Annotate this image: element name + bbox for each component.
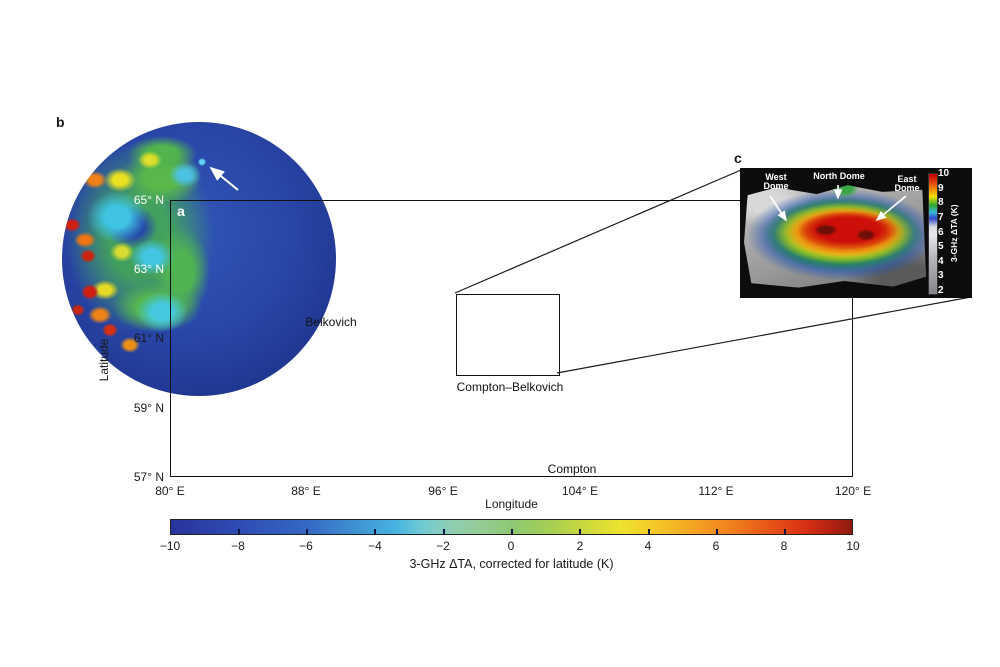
inset-colorbar xyxy=(928,173,938,295)
lon-tick-112e: 112° E xyxy=(698,484,734,498)
inset-colorbar-label: 3-GHz ΔTA (K) xyxy=(949,204,959,262)
lon-tick-80e: 80° E xyxy=(155,484,185,498)
inset-cb-tick: 10 xyxy=(938,168,950,179)
colorbar-tickmark xyxy=(784,529,786,534)
inset-cb-tick: 9 xyxy=(938,182,944,194)
colorbar-tickmark xyxy=(716,529,718,534)
lat-tick-57n: 57° N xyxy=(133,470,164,484)
lat-tick-61n: 61° N xyxy=(133,331,164,345)
cb-tick-0: 0 xyxy=(507,539,515,553)
cb-tick-m2: −2 xyxy=(436,539,450,553)
inset-cb-tick: 8 xyxy=(938,197,944,209)
lon-tick-96e: 96° E xyxy=(428,484,458,498)
inset-cb-tick: 3 xyxy=(938,270,944,282)
inset-panel-c: West Dome North Dome East Dome 10 9 8 7 … xyxy=(740,168,972,298)
cb-tick-8: 8 xyxy=(780,539,788,553)
map-label-compton: Compton xyxy=(547,462,597,476)
colorbar-tickmark xyxy=(306,529,308,534)
panel-letter-c: c xyxy=(734,150,742,166)
cb-tick-6: 6 xyxy=(712,539,720,553)
cb-tick-4: 4 xyxy=(644,539,652,553)
moon-globe-panel-b xyxy=(62,122,336,396)
north-dome-label: North Dome xyxy=(813,171,865,181)
lat-tick-65n: 65° N xyxy=(133,193,164,207)
colorbar-caption: 3-GHz ΔTA, corrected for latitude (K) xyxy=(409,557,614,571)
lat-tick-63n: 63° N xyxy=(133,262,164,276)
map-label-belkovich: Belkovich xyxy=(305,315,357,329)
lon-tick-120e: 120° E xyxy=(834,484,872,498)
colorbar-tickmark xyxy=(648,529,650,534)
main-colorbar xyxy=(170,519,853,535)
panel-letter-b: b xyxy=(56,114,65,130)
map-label-compton-belkovich: Compton–Belkovich xyxy=(456,380,564,394)
colorbar-tickmark xyxy=(511,529,513,534)
latitude-axis-title: Latitude xyxy=(97,338,111,382)
cb-tick-m6: −6 xyxy=(299,539,313,553)
cb-tick-m8: −8 xyxy=(231,539,245,553)
inset-3d-relief xyxy=(744,185,926,288)
cb-tick-m10: −10 xyxy=(159,539,181,553)
west-dome-label: West Dome xyxy=(763,172,789,192)
cb-tick-10: 10 xyxy=(846,539,860,553)
inset-cb-tick: 6 xyxy=(938,226,944,238)
lon-tick-88e: 88° E xyxy=(291,484,321,498)
colorbar-tickmark xyxy=(374,529,376,534)
panel-letter-a: a xyxy=(177,203,185,219)
inset-cb-tick: 5 xyxy=(938,241,944,253)
inset-source-rectangle xyxy=(456,294,560,376)
cb-tick-2: 2 xyxy=(576,539,584,553)
colorbar-tickmark xyxy=(443,529,445,534)
inset-colorbar-ticks: 10 9 8 7 6 5 4 3 2 xyxy=(938,168,950,296)
inset-cb-tick: 2 xyxy=(938,285,944,296)
lon-tick-104e: 104° E xyxy=(561,484,599,498)
colorbar-tickmark xyxy=(238,529,240,534)
east-dome-label: East Dome xyxy=(894,174,920,194)
cb-tick-m4: −4 xyxy=(368,539,382,553)
inset-cb-tick: 4 xyxy=(938,255,944,267)
inset-cb-tick: 7 xyxy=(938,211,944,223)
colorbar-tickmark xyxy=(579,529,581,534)
longitude-axis-title: Longitude xyxy=(485,497,538,511)
lat-tick-59n: 59° N xyxy=(133,401,164,415)
